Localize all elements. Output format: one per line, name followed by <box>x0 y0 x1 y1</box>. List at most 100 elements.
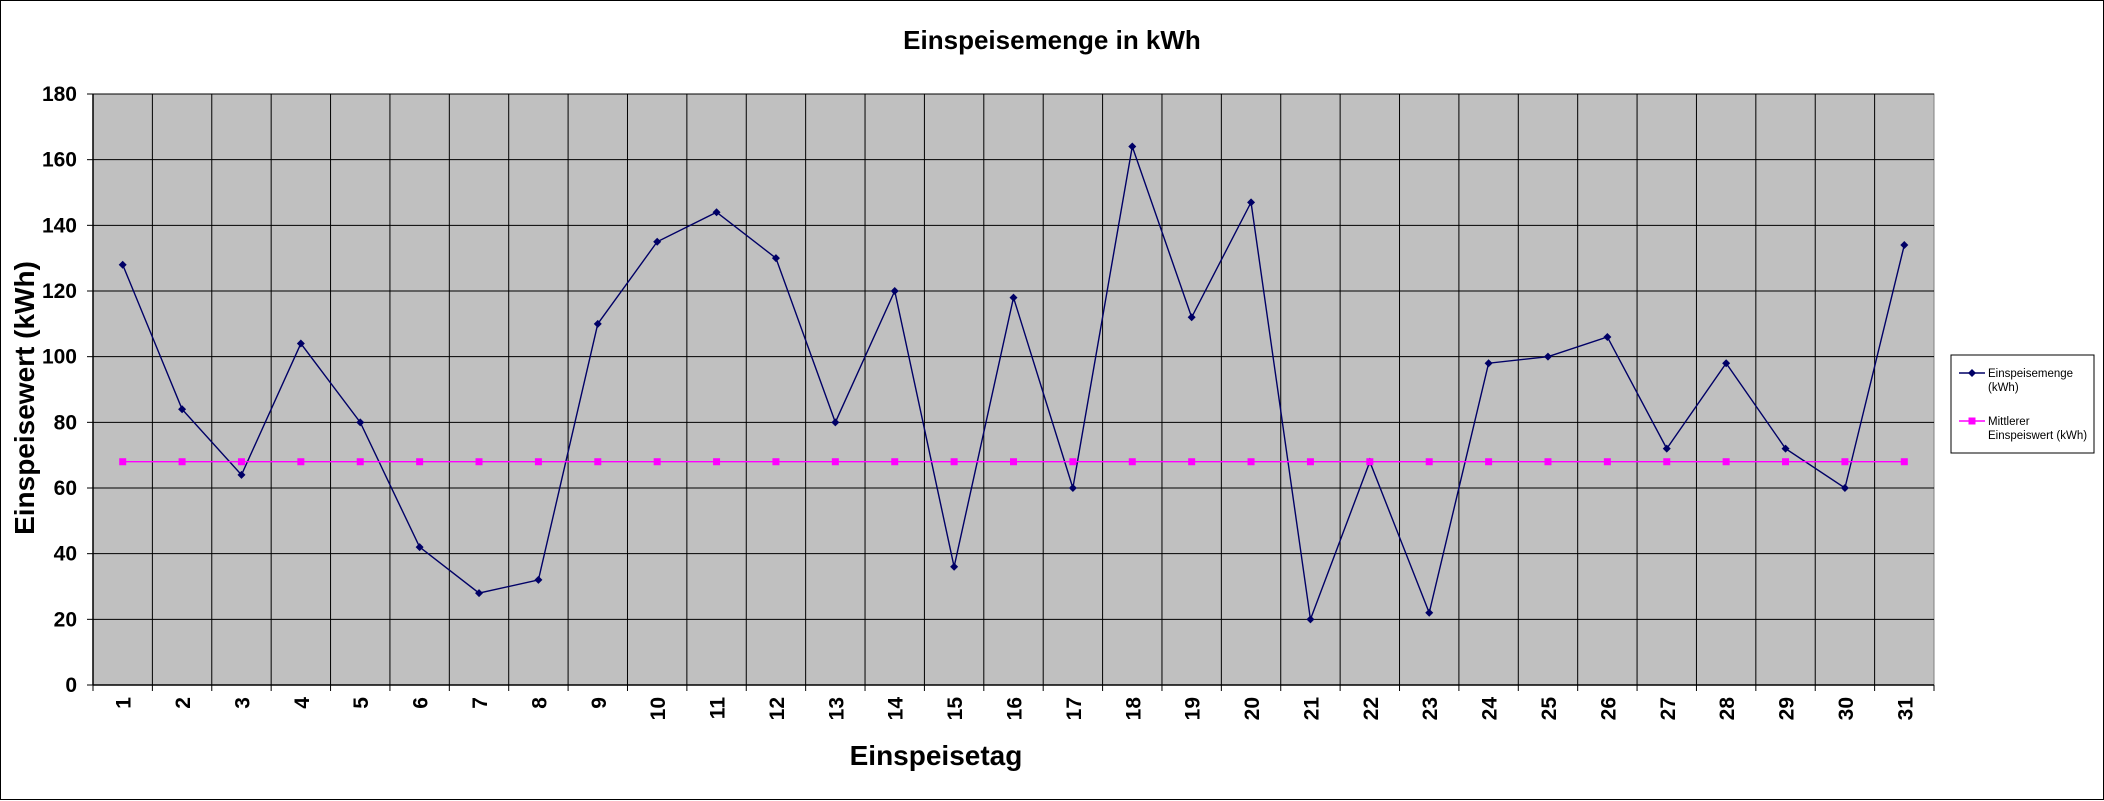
data-point-diamond <box>356 418 365 427</box>
data-point-diamond <box>534 575 543 584</box>
x-tick-label: 4 <box>291 697 314 709</box>
data-point-diamond <box>950 562 959 571</box>
data-point-diamond <box>415 543 424 552</box>
data-point-diamond <box>1128 142 1137 151</box>
data-point-diamond <box>178 405 187 414</box>
x-tick-label: 25 <box>1538 697 1561 721</box>
x-tick-label: 7 <box>469 697 492 709</box>
y-tick-label: 100 <box>42 346 77 369</box>
x-tick-label: 22 <box>1360 697 1383 720</box>
data-point-diamond <box>890 287 899 295</box>
x-tick-label: 8 <box>528 697 551 709</box>
data-point-diamond <box>1900 241 1909 250</box>
x-tick-label: 14 <box>885 697 908 721</box>
x-tick-label: 2 <box>172 697 195 709</box>
data-point-diamond <box>1662 444 1671 453</box>
legend-label: Einspeiswert (kWh) <box>1988 430 2087 442</box>
data-point-square <box>1128 458 1136 466</box>
data-point-square <box>237 458 245 466</box>
data-point-square <box>1010 458 1017 466</box>
data-point-square <box>297 458 305 466</box>
x-tick-label: 21 <box>1300 697 1323 721</box>
data-point-square <box>1722 458 1730 466</box>
x-tick-label: 24 <box>1479 697 1502 721</box>
x-tick-label: 18 <box>1122 697 1145 721</box>
data-point-square <box>475 458 483 466</box>
x-tick-label: 11 <box>707 697 730 720</box>
y-axis-ticks: 0 20 40 60 80 100 120 140 160 180 <box>42 83 93 697</box>
chart-title: Einspeisemenge in kWh <box>903 25 1201 55</box>
data-point-square <box>1306 458 1314 466</box>
data-point-square <box>1188 458 1196 466</box>
data-point-square <box>1247 458 1255 466</box>
y-axis-title: Einspeisewert (kWh) <box>9 261 40 535</box>
data-point-square <box>772 458 780 466</box>
legend-box <box>1950 354 2095 454</box>
x-tick-label: 31 <box>1894 697 1917 721</box>
data-point-square <box>950 458 958 466</box>
data-point-square <box>534 458 542 466</box>
y-tick-label: 20 <box>54 608 77 631</box>
y-tick-label: 140 <box>42 214 77 237</box>
y-tick-label: 160 <box>42 149 77 172</box>
data-point-diamond <box>1484 359 1493 368</box>
data-point-diamond <box>712 208 721 217</box>
legend-label: Mittlerer <box>1988 416 2030 428</box>
data-point-diamond <box>1009 293 1018 302</box>
x-tick-label: 9 <box>588 697 611 709</box>
x-tick-label: 5 <box>350 697 373 709</box>
data-point-square <box>713 458 721 466</box>
x-tick-label: 6 <box>410 697 433 709</box>
data-point-square <box>1663 458 1671 466</box>
x-tick-label: 30 <box>1835 697 1858 720</box>
axes <box>92 94 1934 686</box>
data-point-diamond <box>118 260 127 269</box>
legend: Einspeisemenge (kWh) Mittlerer Einspeiswert… <box>1950 354 2095 454</box>
legend-label: Einspeisemenge <box>1988 368 2073 380</box>
data-point-square <box>1425 458 1433 466</box>
x-tick-label: 1 <box>113 697 136 709</box>
data-point-square <box>1069 458 1077 466</box>
data-point-square <box>1603 458 1611 466</box>
x-tick-label: 29 <box>1776 697 1799 720</box>
x-tick-label: 16 <box>1004 697 1027 720</box>
x-tick-label: 23 <box>1419 697 1442 720</box>
y-tick-label: 0 <box>65 674 77 697</box>
data-point-diamond <box>1247 198 1256 207</box>
x-tick-label: 17 <box>1063 697 1086 720</box>
data-point-square <box>1544 458 1552 466</box>
data-point-square <box>1782 458 1790 466</box>
data-point-diamond <box>593 319 602 328</box>
y-tick-label: 80 <box>54 411 77 434</box>
data-point-square <box>891 458 899 466</box>
x-tick-label: 26 <box>1597 697 1620 720</box>
x-axis-ticks: 1 2 3 4 5 6 7 8 9 10 11 12 13 14 15 16 17 18 19 20 21 22 23 24 2… <box>92 685 1935 721</box>
data-point-diamond <box>1781 444 1790 453</box>
legend-label: (kWh) <box>1988 382 2019 394</box>
data-point-diamond <box>237 470 246 479</box>
x-tick-label: 3 <box>231 697 254 709</box>
data-point-diamond <box>1840 484 1849 492</box>
data-point-diamond <box>1425 608 1434 617</box>
x-tick-label: 12 <box>766 697 789 720</box>
y-tick-label: 120 <box>42 280 77 303</box>
y-tick-label: 40 <box>54 543 77 566</box>
x-tick-label: 28 <box>1716 697 1739 721</box>
x-tick-label: 27 <box>1657 697 1680 720</box>
x-tick-label: 20 <box>1241 697 1264 720</box>
data-point-diamond <box>831 418 840 427</box>
data-point-square <box>594 458 602 466</box>
legend-marker-square <box>1968 417 1976 425</box>
data-point-diamond <box>1543 352 1552 361</box>
data-point-square <box>1900 458 1908 466</box>
data-point-square <box>1485 458 1493 466</box>
data-point-diamond <box>475 589 484 598</box>
x-tick-label: 19 <box>1182 697 1205 720</box>
data-point-diamond <box>1068 484 1077 492</box>
grid-lines <box>93 93 1934 685</box>
data-point-square <box>119 458 127 466</box>
legend-marker-diamond <box>1968 369 1976 377</box>
plot-area <box>92 93 1935 686</box>
